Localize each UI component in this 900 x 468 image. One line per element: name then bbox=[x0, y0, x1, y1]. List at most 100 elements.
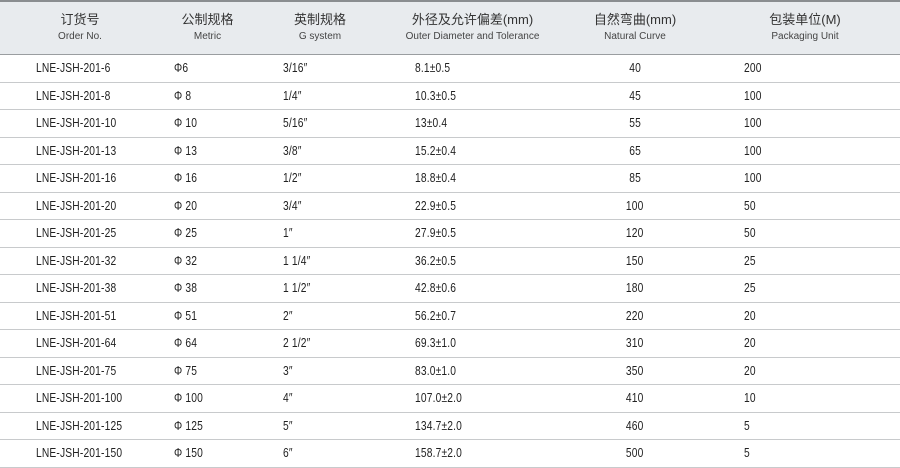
header-en: Order No. bbox=[58, 31, 102, 42]
table-row: LNE-JSH-201-32 Φ 32 1 1/4″ 36.2±0.5 150 25 bbox=[0, 247, 900, 275]
cell-g-system: 2″ bbox=[255, 302, 385, 330]
cell-text: 310 bbox=[626, 336, 644, 351]
cell-natural-curve: 45 bbox=[560, 82, 710, 110]
table-row: LNE-JSH-201-75 Φ 75 3″ 83.0±1.0 350 20 bbox=[0, 357, 900, 385]
cell-outer-diameter: 8.1±0.5 bbox=[385, 54, 560, 83]
cell-g-system: 3/4″ bbox=[255, 192, 385, 220]
cell-packaging-unit: 100 bbox=[710, 82, 900, 110]
cell-text: 5/16″ bbox=[283, 116, 308, 131]
cell-g-system: 4″ bbox=[255, 384, 385, 413]
header-zh: 外径及允许偏差(mm) bbox=[411, 12, 534, 27]
header-natural-curve: 自然弯曲(mm) Natural Curve bbox=[560, 1, 710, 55]
header-zh: 公制规格 bbox=[181, 12, 234, 27]
cell-text: 120 bbox=[626, 226, 644, 241]
cell-g-system: 3/16″ bbox=[255, 54, 385, 83]
cell-text: 20 bbox=[744, 308, 756, 323]
cell-text: Φ 51 bbox=[174, 308, 198, 323]
cell-g-system: 1/2″ bbox=[255, 164, 385, 193]
cell-text: 1 1/4″ bbox=[283, 253, 311, 268]
cell-text: 22.9±0.5 bbox=[415, 198, 457, 213]
cell-text: LNE-JSH-201-38 bbox=[36, 281, 117, 296]
cell-text: 100 bbox=[744, 143, 762, 158]
cell-natural-curve: 55 bbox=[560, 109, 710, 138]
cell-text: 100 bbox=[744, 171, 762, 186]
cell-text: Φ 32 bbox=[174, 253, 198, 268]
cell-text: 3/4″ bbox=[283, 198, 302, 213]
table-body: LNE-JSH-201-6 Φ6 3/16″ 8.1±0.5 40 200 LNE-JSH-… bbox=[0, 54, 900, 468]
cell-outer-diameter: 56.2±0.7 bbox=[385, 302, 560, 330]
cell-text: 18.8±0.4 bbox=[415, 171, 457, 186]
header-zh: 英制规格 bbox=[293, 12, 346, 27]
table-row: LNE-JSH-201-150 Φ 150 6″ 158.7±2.0 500 5 bbox=[0, 439, 900, 468]
cell-text: Φ 10 bbox=[174, 116, 198, 131]
cell-text: 69.3±1.0 bbox=[415, 336, 457, 351]
cell-text: LNE-JSH-201-6 bbox=[36, 61, 111, 76]
cell-g-system: 3/8″ bbox=[255, 137, 385, 165]
cell-text: 20 bbox=[744, 363, 756, 378]
cell-outer-diameter: 107.0±2.0 bbox=[385, 384, 560, 413]
cell-text: 5″ bbox=[283, 418, 293, 433]
cell-packaging-unit: 20 bbox=[710, 357, 900, 385]
cell-metric: Φ 13 bbox=[160, 137, 255, 165]
cell-packaging-unit: 20 bbox=[710, 329, 900, 358]
cell-packaging-unit: 5 bbox=[710, 439, 900, 468]
cell-text: 36.2±0.5 bbox=[415, 253, 457, 268]
cell-metric: Φ 38 bbox=[160, 274, 255, 303]
cell-outer-diameter: 134.7±2.0 bbox=[385, 412, 560, 440]
cell-metric: Φ 64 bbox=[160, 329, 255, 358]
header-metric: 公制规格 Metric bbox=[160, 1, 255, 55]
cell-text: Φ6 bbox=[174, 61, 189, 76]
cell-text: 5 bbox=[744, 418, 750, 433]
cell-text: 5 bbox=[744, 446, 750, 461]
cell-natural-curve: 350 bbox=[560, 357, 710, 385]
cell-order-no: LNE-JSH-201-16 bbox=[0, 164, 160, 193]
cell-g-system: 6″ bbox=[255, 439, 385, 468]
cell-text: 158.7±2.0 bbox=[415, 446, 463, 461]
cell-metric: Φ 51 bbox=[160, 302, 255, 330]
cell-packaging-unit: 25 bbox=[710, 274, 900, 303]
cell-text: 50 bbox=[744, 226, 756, 241]
table-row: LNE-JSH-201-51 Φ 51 2″ 56.2±0.7 220 20 bbox=[0, 302, 900, 330]
cell-outer-diameter: 42.8±0.6 bbox=[385, 274, 560, 303]
cell-natural-curve: 410 bbox=[560, 384, 710, 413]
cell-text: 180 bbox=[626, 281, 644, 296]
cell-packaging-unit: 200 bbox=[710, 54, 900, 83]
cell-text: 20 bbox=[744, 336, 756, 351]
cell-text: Φ 100 bbox=[174, 391, 203, 406]
header-outer-diameter: 外径及允许偏差(mm) Outer Diameter and Tolerance bbox=[385, 1, 560, 55]
cell-metric: Φ 16 bbox=[160, 164, 255, 193]
cell-order-no: LNE-JSH-201-51 bbox=[0, 302, 160, 330]
cell-order-no: LNE-JSH-201-125 bbox=[0, 412, 160, 440]
cell-text: 1″ bbox=[283, 226, 293, 241]
cell-g-system: 2 1/2″ bbox=[255, 329, 385, 358]
table-row: LNE-JSH-201-100 Φ 100 4″ 107.0±2.0 410 10 bbox=[0, 384, 900, 413]
cell-text: 55 bbox=[629, 116, 641, 131]
cell-outer-diameter: 10.3±0.5 bbox=[385, 82, 560, 110]
cell-text: Φ 75 bbox=[174, 363, 198, 378]
cell-outer-diameter: 69.3±1.0 bbox=[385, 329, 560, 358]
cell-text: Φ 125 bbox=[174, 418, 203, 433]
table-row: LNE-JSH-201-64 Φ 64 2 1/2″ 69.3±1.0 310 20 bbox=[0, 329, 900, 358]
cell-order-no: LNE-JSH-201-75 bbox=[0, 357, 160, 385]
cell-g-system: 1″ bbox=[255, 219, 385, 248]
cell-text: 1/2″ bbox=[283, 171, 302, 186]
cell-outer-diameter: 158.7±2.0 bbox=[385, 439, 560, 468]
table-row: LNE-JSH-201-16 Φ 16 1/2″ 18.8±0.4 85 100 bbox=[0, 164, 900, 193]
cell-text: 1 1/2″ bbox=[283, 281, 311, 296]
cell-packaging-unit: 50 bbox=[710, 219, 900, 248]
cell-metric: Φ 100 bbox=[160, 384, 255, 413]
cell-text: Φ 25 bbox=[174, 226, 198, 241]
cell-outer-diameter: 13±0.4 bbox=[385, 109, 560, 138]
header-order-no: 订货号 Order No. bbox=[0, 1, 160, 55]
header-en: Packaging Unit bbox=[771, 31, 839, 42]
cell-packaging-unit: 50 bbox=[710, 192, 900, 220]
cell-outer-diameter: 22.9±0.5 bbox=[385, 192, 560, 220]
header-zh: 包装单位(M) bbox=[769, 12, 841, 27]
cell-natural-curve: 310 bbox=[560, 329, 710, 358]
cell-metric: Φ 125 bbox=[160, 412, 255, 440]
cell-text: 56.2±0.7 bbox=[415, 308, 457, 323]
cell-text: Φ 8 bbox=[174, 88, 192, 103]
cell-outer-diameter: 36.2±0.5 bbox=[385, 247, 560, 275]
table-row: LNE-JSH-201-20 Φ 20 3/4″ 22.9±0.5 100 50 bbox=[0, 192, 900, 220]
cell-natural-curve: 220 bbox=[560, 302, 710, 330]
